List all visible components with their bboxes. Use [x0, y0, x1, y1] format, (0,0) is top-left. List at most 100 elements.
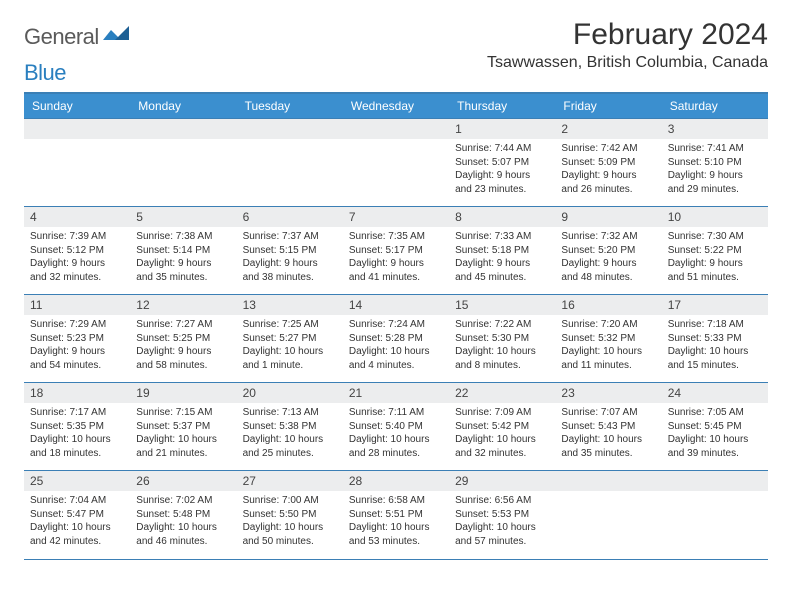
sunrise-line: Sunrise: 6:56 AM: [455, 494, 549, 508]
day-number: 27: [237, 471, 343, 491]
calendar-day-cell: 8Sunrise: 7:33 AMSunset: 5:18 PMDaylight…: [449, 207, 555, 295]
day-number: 29: [449, 471, 555, 491]
day-details: Sunrise: 7:17 AMSunset: 5:35 PMDaylight:…: [24, 403, 130, 466]
sunset-line: Sunset: 5:14 PM: [136, 244, 230, 258]
day-number: 11: [24, 295, 130, 315]
daylight-line: Daylight: 10 hours and 15 minutes.: [668, 345, 762, 372]
sunset-line: Sunset: 5:23 PM: [30, 332, 124, 346]
day-details: Sunrise: 7:29 AMSunset: 5:23 PMDaylight:…: [24, 315, 130, 378]
weekday-header: Wednesday: [343, 94, 449, 119]
title-block: February 2024 Tsawwassen, British Columb…: [487, 18, 768, 72]
sunrise-line: Sunrise: 7:33 AM: [455, 230, 549, 244]
daylight-line: Daylight: 9 hours and 48 minutes.: [561, 257, 655, 284]
day-number: 17: [662, 295, 768, 315]
day-number: 1: [449, 119, 555, 139]
daylight-line: Daylight: 9 hours and 23 minutes.: [455, 169, 549, 196]
daylight-line: Daylight: 10 hours and 28 minutes.: [349, 433, 443, 460]
day-details: Sunrise: 7:25 AMSunset: 5:27 PMDaylight:…: [237, 315, 343, 378]
daylight-line: Daylight: 10 hours and 50 minutes.: [243, 521, 337, 548]
day-number: 10: [662, 207, 768, 227]
day-number: 6: [237, 207, 343, 227]
daylight-line: Daylight: 9 hours and 29 minutes.: [668, 169, 762, 196]
sunset-line: Sunset: 5:12 PM: [30, 244, 124, 258]
sunset-line: Sunset: 5:10 PM: [668, 156, 762, 170]
sunrise-line: Sunrise: 7:13 AM: [243, 406, 337, 420]
day-number: 2: [555, 119, 661, 139]
day-details: Sunrise: 7:18 AMSunset: 5:33 PMDaylight:…: [662, 315, 768, 378]
day-details: Sunrise: 7:11 AMSunset: 5:40 PMDaylight:…: [343, 403, 449, 466]
weekday-header: Tuesday: [237, 94, 343, 119]
weekday-header: Friday: [555, 94, 661, 119]
daylight-line: Daylight: 9 hours and 54 minutes.: [30, 345, 124, 372]
calendar-day-cell: 17Sunrise: 7:18 AMSunset: 5:33 PMDayligh…: [662, 295, 768, 383]
sunrise-line: Sunrise: 7:20 AM: [561, 318, 655, 332]
sunrise-line: Sunrise: 7:30 AM: [668, 230, 762, 244]
daylight-line: Daylight: 10 hours and 32 minutes.: [455, 433, 549, 460]
daylight-line: Daylight: 10 hours and 53 minutes.: [349, 521, 443, 548]
day-number: 3: [662, 119, 768, 139]
calendar-day-cell: 5Sunrise: 7:38 AMSunset: 5:14 PMDaylight…: [130, 207, 236, 295]
day-number: 25: [24, 471, 130, 491]
sunrise-line: Sunrise: 6:58 AM: [349, 494, 443, 508]
day-details: Sunrise: 7:15 AMSunset: 5:37 PMDaylight:…: [130, 403, 236, 466]
day-details: Sunrise: 7:00 AMSunset: 5:50 PMDaylight:…: [237, 491, 343, 554]
day-details: Sunrise: 7:37 AMSunset: 5:15 PMDaylight:…: [237, 227, 343, 290]
day-number: 22: [449, 383, 555, 403]
calendar-day-cell: 1Sunrise: 7:44 AMSunset: 5:07 PMDaylight…: [449, 119, 555, 207]
daylight-line: Daylight: 10 hours and 1 minute.: [243, 345, 337, 372]
calendar-week-row: 11Sunrise: 7:29 AMSunset: 5:23 PMDayligh…: [24, 295, 768, 383]
day-details: Sunrise: 7:44 AMSunset: 5:07 PMDaylight:…: [449, 139, 555, 202]
calendar-empty-cell: [343, 119, 449, 207]
daylight-line: Daylight: 10 hours and 4 minutes.: [349, 345, 443, 372]
sunrise-line: Sunrise: 7:35 AM: [349, 230, 443, 244]
daylight-line: Daylight: 10 hours and 18 minutes.: [30, 433, 124, 460]
day-details: Sunrise: 6:56 AMSunset: 5:53 PMDaylight:…: [449, 491, 555, 554]
sunset-line: Sunset: 5:17 PM: [349, 244, 443, 258]
calendar-day-cell: 27Sunrise: 7:00 AMSunset: 5:50 PMDayligh…: [237, 471, 343, 559]
daylight-line: Daylight: 9 hours and 26 minutes.: [561, 169, 655, 196]
calendar-day-cell: 22Sunrise: 7:09 AMSunset: 5:42 PMDayligh…: [449, 383, 555, 471]
calendar-day-cell: 6Sunrise: 7:37 AMSunset: 5:15 PMDaylight…: [237, 207, 343, 295]
calendar-day-cell: 23Sunrise: 7:07 AMSunset: 5:43 PMDayligh…: [555, 383, 661, 471]
calendar-day-cell: 7Sunrise: 7:35 AMSunset: 5:17 PMDaylight…: [343, 207, 449, 295]
sunrise-line: Sunrise: 7:15 AM: [136, 406, 230, 420]
day-details: Sunrise: 7:04 AMSunset: 5:47 PMDaylight:…: [24, 491, 130, 554]
day-number: 13: [237, 295, 343, 315]
calendar-empty-cell: [24, 119, 130, 207]
daylight-line: Daylight: 9 hours and 35 minutes.: [136, 257, 230, 284]
day-number: 4: [24, 207, 130, 227]
sunset-line: Sunset: 5:37 PM: [136, 420, 230, 434]
day-details: Sunrise: 7:27 AMSunset: 5:25 PMDaylight:…: [130, 315, 236, 378]
daylight-line: Daylight: 10 hours and 11 minutes.: [561, 345, 655, 372]
calendar-day-cell: 26Sunrise: 7:02 AMSunset: 5:48 PMDayligh…: [130, 471, 236, 559]
calendar-day-cell: 29Sunrise: 6:56 AMSunset: 5:53 PMDayligh…: [449, 471, 555, 559]
day-details: Sunrise: 7:24 AMSunset: 5:28 PMDaylight:…: [343, 315, 449, 378]
weekday-header: Sunday: [24, 94, 130, 119]
sunset-line: Sunset: 5:40 PM: [349, 420, 443, 434]
daylight-line: Daylight: 9 hours and 41 minutes.: [349, 257, 443, 284]
calendar-body: 1Sunrise: 7:44 AMSunset: 5:07 PMDaylight…: [24, 119, 768, 559]
day-details: Sunrise: 7:13 AMSunset: 5:38 PMDaylight:…: [237, 403, 343, 466]
day-number: 16: [555, 295, 661, 315]
calendar-day-cell: 11Sunrise: 7:29 AMSunset: 5:23 PMDayligh…: [24, 295, 130, 383]
brand-mark-icon: [103, 26, 129, 49]
calendar-day-cell: 2Sunrise: 7:42 AMSunset: 5:09 PMDaylight…: [555, 119, 661, 207]
day-number: 21: [343, 383, 449, 403]
day-details: Sunrise: 7:07 AMSunset: 5:43 PMDaylight:…: [555, 403, 661, 466]
sunset-line: Sunset: 5:50 PM: [243, 508, 337, 522]
sunrise-line: Sunrise: 7:44 AM: [455, 142, 549, 156]
daylight-line: Daylight: 10 hours and 46 minutes.: [136, 521, 230, 548]
calendar-day-cell: 16Sunrise: 7:20 AMSunset: 5:32 PMDayligh…: [555, 295, 661, 383]
sunrise-line: Sunrise: 7:05 AM: [668, 406, 762, 420]
weekday-header: Monday: [130, 94, 236, 119]
sunset-line: Sunset: 5:28 PM: [349, 332, 443, 346]
bottom-rule: [24, 559, 768, 560]
weekday-row: SundayMondayTuesdayWednesdayThursdayFrid…: [24, 94, 768, 119]
sunrise-line: Sunrise: 7:27 AM: [136, 318, 230, 332]
sunset-line: Sunset: 5:07 PM: [455, 156, 549, 170]
sunset-line: Sunset: 5:45 PM: [668, 420, 762, 434]
calendar-day-cell: 15Sunrise: 7:22 AMSunset: 5:30 PMDayligh…: [449, 295, 555, 383]
day-details: Sunrise: 7:42 AMSunset: 5:09 PMDaylight:…: [555, 139, 661, 202]
sunrise-line: Sunrise: 7:17 AM: [30, 406, 124, 420]
month-title: February 2024: [487, 18, 768, 52]
